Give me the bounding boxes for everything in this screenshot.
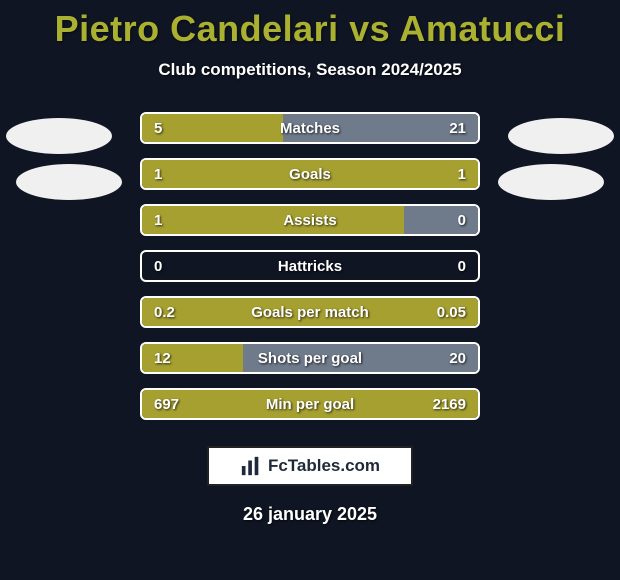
left-logo-placeholder-2 [16, 164, 122, 200]
date-label: 26 january 2025 [243, 504, 377, 525]
chart-icon [240, 455, 262, 477]
right-value: 0 [458, 206, 466, 234]
right-value: 2169 [433, 390, 466, 418]
right-logo-placeholder-1 [508, 118, 614, 154]
right-logo-placeholder-2 [498, 164, 604, 200]
right-value: 0.05 [437, 298, 466, 326]
right-value: 0 [458, 252, 466, 280]
stat-row: 12Shots per goal20 [140, 342, 480, 374]
stat-row: 697Min per goal2169 [140, 388, 480, 420]
stat-label: Goals [142, 160, 478, 188]
stat-label: Min per goal [142, 390, 478, 418]
stat-row: 5Matches21 [140, 112, 480, 144]
left-logo-placeholder-1 [6, 118, 112, 154]
stat-row: 1Goals1 [140, 158, 480, 190]
stat-row: 0.2Goals per match0.05 [140, 296, 480, 328]
subtitle: Club competitions, Season 2024/2025 [158, 60, 461, 80]
right-value: 20 [449, 344, 466, 372]
stat-label: Assists [142, 206, 478, 234]
stat-label: Hattricks [142, 252, 478, 280]
attribution-badge: FcTables.com [207, 446, 413, 486]
page-title: Pietro Candelari vs Amatucci [55, 8, 566, 50]
stat-label: Matches [142, 114, 478, 142]
right-value: 21 [449, 114, 466, 142]
stat-row: 0Hattricks0 [140, 250, 480, 282]
right-value: 1 [458, 160, 466, 188]
stat-row: 1Assists0 [140, 204, 480, 236]
stat-label: Goals per match [142, 298, 478, 326]
comparison-chart: 5Matches211Goals11Assists00Hattricks00.2… [0, 112, 620, 420]
stat-label: Shots per goal [142, 344, 478, 372]
attribution-text: FcTables.com [268, 456, 380, 476]
